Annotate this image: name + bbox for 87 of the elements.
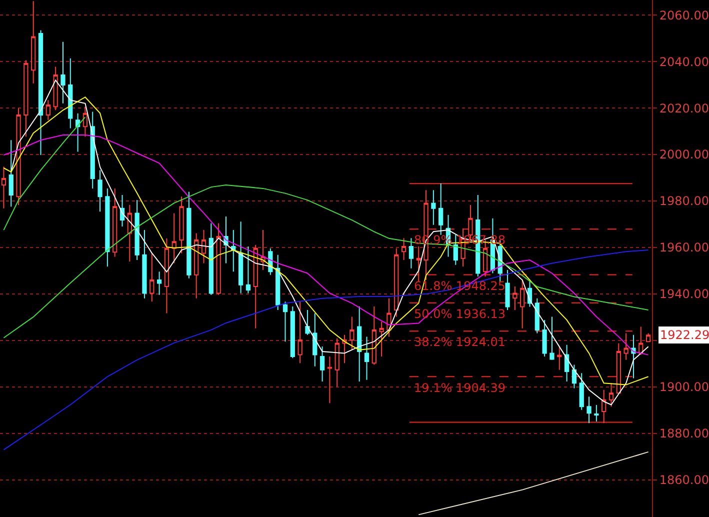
- y-tick-label: 2060.00: [659, 8, 709, 22]
- ref-line-label: 38.2% 1924.01: [414, 335, 506, 349]
- candlestick: [631, 334, 636, 379]
- candlestick: [379, 321, 384, 357]
- candlestick: [624, 332, 628, 360]
- line-series: [3, 116, 86, 231]
- candlestick: [357, 306, 362, 382]
- ref-line-label: 19.1% 1904.39: [414, 381, 506, 395]
- candlestick: [298, 301, 302, 364]
- candlestick: [98, 170, 102, 212]
- candlestick: [594, 404, 599, 422]
- candlestick: [608, 382, 614, 408]
- candlestick: [616, 342, 621, 394]
- candlestick: [164, 238, 170, 314]
- candlestick: [253, 244, 258, 329]
- candlestick: [372, 306, 376, 366]
- candlestick: [505, 270, 510, 310]
- candlestick: [431, 190, 436, 226]
- candlestick: [312, 312, 318, 367]
- text: 1922.29: [660, 328, 709, 342]
- candlestick: [550, 316, 554, 360]
- candlestick: [24, 60, 28, 138]
- candlestick: [142, 230, 147, 299]
- y-tick-label: 2020.00: [659, 101, 709, 116]
- candlestick: [401, 238, 406, 261]
- candlestick: [60, 41, 66, 104]
- candlestick: [194, 232, 199, 299]
- y-tick-label: 1960.00: [659, 240, 709, 255]
- candlestick: [646, 332, 651, 342]
- candlestick: [53, 66, 58, 111]
- candlestick: [112, 188, 118, 258]
- candlestick: [208, 222, 214, 296]
- candlestick: [557, 346, 562, 370]
- candlestick: [82, 106, 88, 138]
- candlestick: [416, 246, 421, 282]
- candlestick: [394, 248, 399, 318]
- candlestick: [579, 372, 584, 410]
- y-tick-label: 1900.00: [659, 380, 709, 394]
- candlestick: [290, 306, 295, 359]
- candlestick: [105, 188, 110, 268]
- y-tick-label: 1940.00: [659, 287, 709, 302]
- candlestick: [334, 338, 340, 388]
- candlestick: [231, 230, 236, 272]
- candlestick: [216, 222, 221, 296]
- line-series: [3, 134, 649, 356]
- candlestick: [282, 301, 288, 342]
- y-tick-label: 1880.00: [659, 426, 709, 441]
- candlestick: [75, 112, 80, 152]
- candlestick: [364, 336, 370, 380]
- candlestick: [127, 204, 132, 262]
- candlestick: [172, 212, 176, 264]
- candlestick: [8, 140, 14, 208]
- candlestick: [90, 111, 95, 189]
- candlestick: [38, 30, 44, 156]
- line-series: [3, 184, 649, 338]
- candlestick: [46, 100, 50, 121]
- y-tick-label: 1980.00: [659, 194, 709, 208]
- candlestick: [572, 364, 577, 389]
- y-tick-label: 2000.00: [659, 148, 709, 162]
- candlestick: [520, 279, 525, 329]
- candlestick: [201, 230, 206, 264]
- candlestick: [542, 319, 547, 357]
- candlestick: [238, 221, 244, 294]
- candlestick: [150, 252, 154, 302]
- candlestick: [408, 238, 414, 269]
- candlestick: [602, 389, 606, 424]
- candlestick: [156, 271, 162, 296]
- candlestick: [438, 182, 444, 236]
- candlestick: [16, 108, 21, 206]
- candlestick: [276, 254, 280, 310]
- y-tick-label: 1860.00: [659, 473, 709, 488]
- candlestick: [179, 196, 184, 254]
- candlestick: [246, 246, 251, 294]
- candlestick: [586, 396, 592, 424]
- candlestick: [134, 200, 140, 261]
- candlestick: [512, 286, 518, 310]
- candlestick: [534, 298, 540, 334]
- candlestick: [350, 316, 354, 350]
- candlestick: [320, 346, 325, 382]
- line-series: [3, 250, 649, 450]
- y-tick-label: 2040.00: [659, 54, 709, 69]
- candlestick: [186, 191, 192, 279]
- candlestick: [327, 356, 332, 404]
- candlestick: [305, 309, 310, 336]
- candlestick: [68, 58, 73, 129]
- candlestick: [564, 344, 570, 382]
- candlestick: [453, 234, 458, 266]
